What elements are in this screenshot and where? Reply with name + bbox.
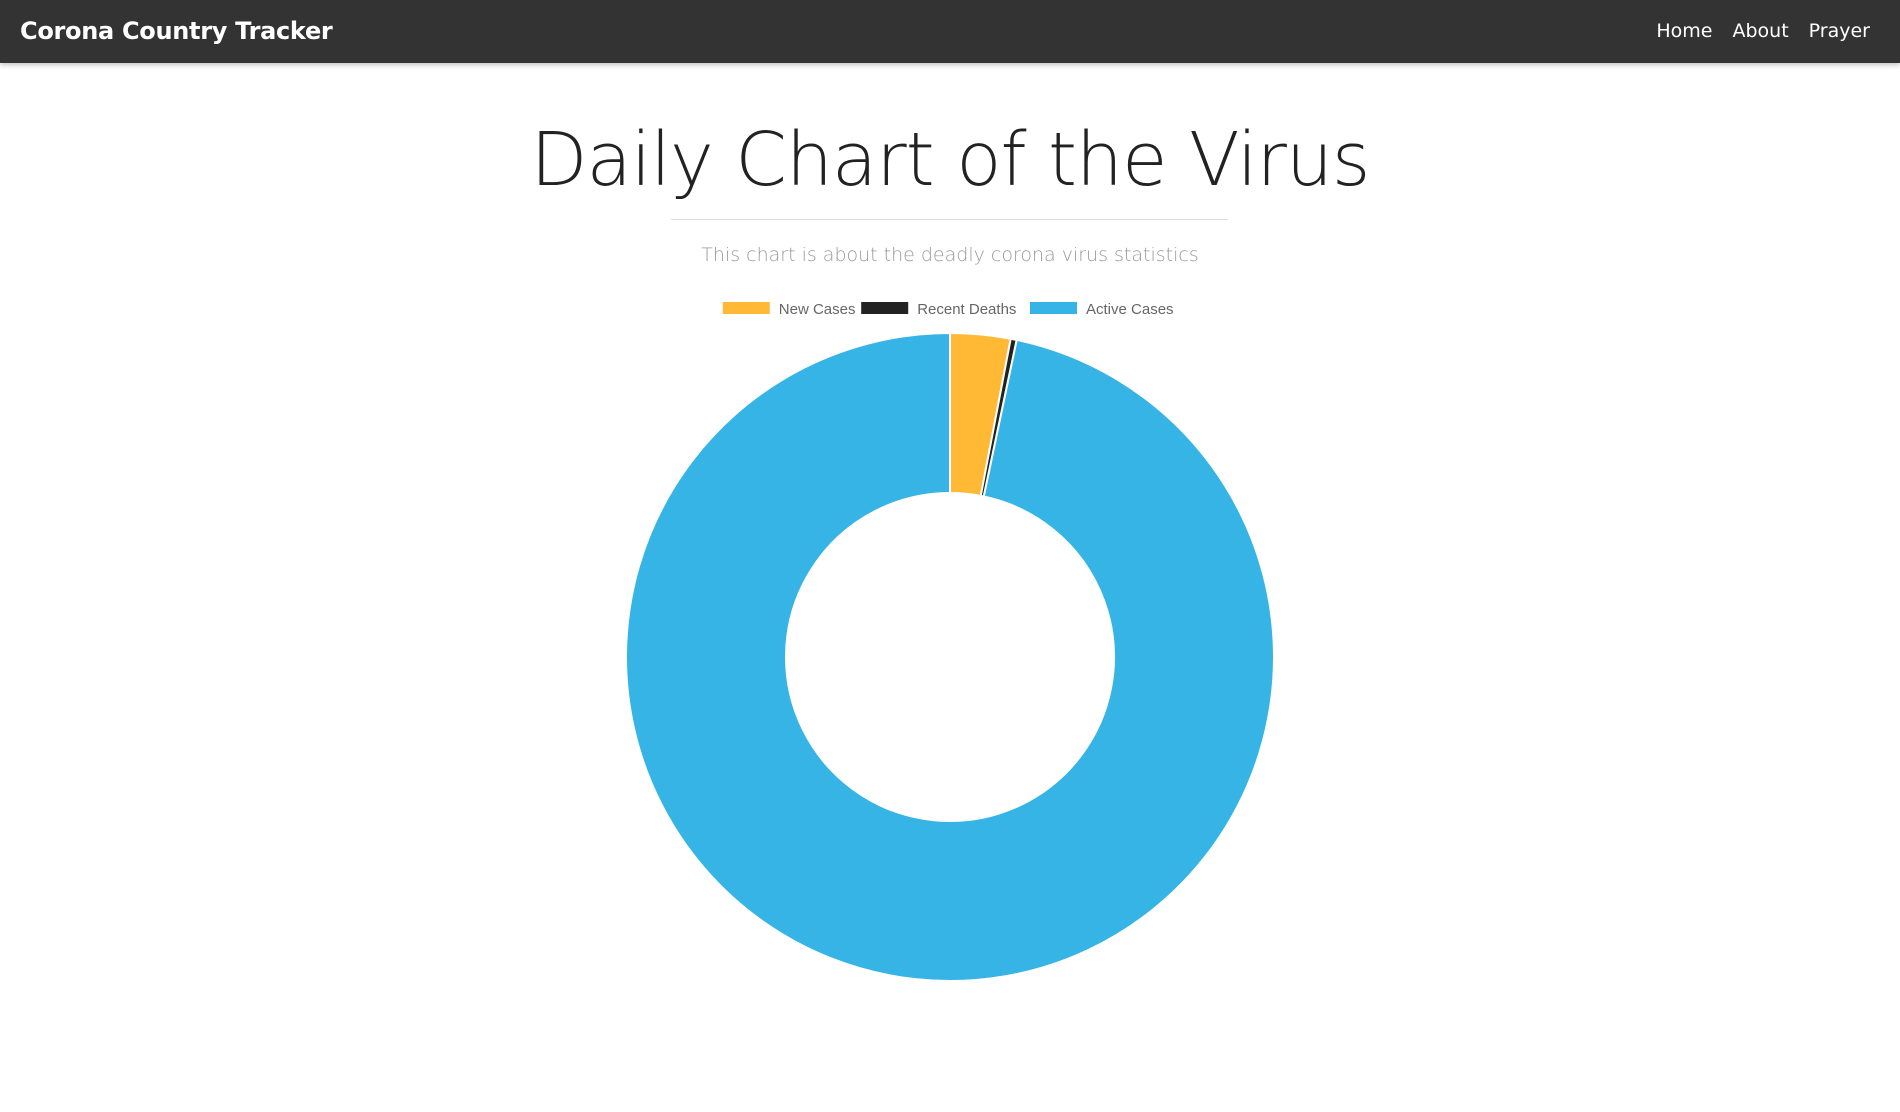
top-navbar: Corona Country Tracker Home About Prayer [0,0,1900,63]
slice-active-cases[interactable] [625,331,1275,982]
chart-container: New Cases Recent Deaths Active Cases [0,63,1900,1112]
legend-label-active-cases[interactable]: Active Cases [1086,301,1174,318]
title-divider [671,219,1228,220]
nav-link-about[interactable]: About [1732,20,1789,42]
page-title: Daily Chart of the Virus [530,117,1371,203]
page-subtitle: This chart is about the deadly corona vi… [701,244,1199,266]
nav-link-home[interactable]: Home [1656,20,1713,42]
nav-link-prayer[interactable]: Prayer [1808,20,1870,42]
nav-links: Home About Prayer [1656,20,1870,42]
legend-swatch-active-cases[interactable] [1030,302,1077,314]
brand-link[interactable]: Corona Country Tracker [20,17,333,45]
legend-label-new-cases[interactable]: New Cases [779,301,856,318]
legend-swatch-recent-deaths[interactable] [861,302,909,314]
legend-label-recent-deaths[interactable]: Recent Deaths [917,301,1016,318]
chart-legend: New Cases Recent Deaths Active Cases [722,301,1174,318]
doughnut-chart[interactable]: New Cases Recent Deaths Active Cases [0,63,1900,1112]
chart-slices [625,331,1275,982]
main-content: Daily Chart of the Virus This chart is a… [0,63,1900,1112]
legend-swatch-new-cases[interactable] [722,302,770,314]
